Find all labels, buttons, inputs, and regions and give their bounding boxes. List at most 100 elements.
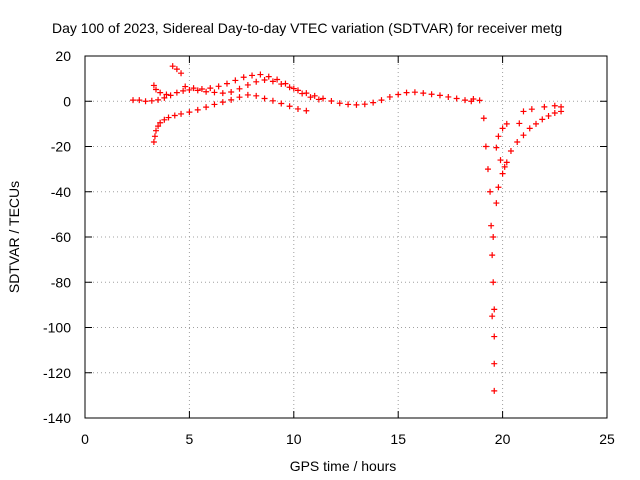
data-point-upper-track (190, 85, 197, 92)
data-point-lower-track (261, 95, 268, 102)
grid-layer (85, 56, 607, 418)
data-point-upper-track (163, 91, 170, 98)
data-point-late-track (491, 360, 498, 367)
data-point-lower-track (244, 91, 251, 98)
y-tick-label: -100 (43, 320, 71, 336)
data-point-upper-track (169, 63, 176, 70)
data-point-main-track (219, 90, 226, 97)
data-point-upper-track (299, 90, 306, 97)
data-point-main-track (203, 88, 210, 95)
data-point-lower-track (294, 105, 301, 112)
data-point-late-track (545, 112, 552, 119)
data-point-lower-track (150, 138, 157, 145)
data-point-main-track (161, 94, 168, 101)
data-point-upper-track (282, 80, 289, 87)
data-point-upper-track (223, 80, 230, 87)
chart-title: Day 100 of 2023, Sidereal Day-to-day VTE… (52, 20, 562, 36)
data-point-main-track (403, 89, 410, 96)
data-point-upper-track (257, 71, 264, 78)
data-point-main-track (186, 86, 193, 93)
data-point-main-track (311, 92, 318, 99)
y-tick-label: -20 (51, 139, 71, 155)
data-point-main-track (180, 87, 187, 94)
data-point-lower-track (157, 119, 164, 126)
data-point-upper-track (240, 74, 247, 81)
data-point-main-track (294, 87, 301, 94)
data-point-lower-track (194, 106, 201, 113)
y-tick-label: 20 (55, 48, 71, 64)
data-point-main-track (378, 97, 385, 104)
data-point-late-track (491, 333, 498, 340)
tick-layer: 0 5 10 15 20 25 20 0 -20 -40 -60 -80 -100 -120 -140 (43, 48, 615, 447)
data-point-upper-track (173, 66, 180, 73)
data-point-lower-track (203, 104, 210, 111)
data-point-upper-track (157, 89, 164, 96)
data-point-late-track (487, 188, 494, 195)
data-point-main-track (173, 89, 180, 96)
data-point-lower-track (303, 107, 310, 114)
data-point-late-track (488, 222, 495, 229)
data-point-main-track (462, 97, 469, 104)
data-point-late-track (520, 108, 527, 115)
data-point-main-track (244, 81, 251, 88)
data-point-main-track (336, 100, 343, 107)
y-tick-label: -80 (51, 274, 71, 290)
data-point-late-track (503, 159, 510, 166)
data-point-late-track (484, 166, 491, 173)
y-axis-label: SDTVAR / TECUs (6, 181, 22, 293)
x-axis-label: GPS time / hours (290, 458, 397, 474)
data-point-lower-track (211, 101, 218, 108)
data-point-lower-track (278, 100, 285, 107)
data-point-main-track (361, 101, 368, 108)
data-point-lower-track (155, 123, 162, 130)
data-point-late-track (495, 133, 502, 140)
data-point-lower-track (151, 133, 158, 140)
data-point-main-track (155, 96, 162, 103)
data-point-upper-track (178, 70, 185, 77)
data-point-upper-track (265, 73, 272, 80)
data-point-main-track (428, 91, 435, 98)
data-point-upper-track (290, 85, 297, 92)
y-tick-label: -40 (51, 184, 71, 200)
data-point-late-track (528, 106, 535, 113)
data-point-lower-track (152, 127, 159, 134)
data-point-main-track (228, 88, 235, 95)
data-point-late-track (490, 234, 497, 240)
data-point-upper-track (249, 72, 256, 79)
data-point-main-track (269, 78, 276, 85)
data-point-late-track (482, 143, 489, 150)
data-point-late-track (476, 97, 483, 104)
data-point-main-track (148, 97, 155, 104)
data-point-lower-track (161, 116, 168, 123)
data-point-late-track (533, 120, 540, 127)
data-point-late-track (501, 163, 508, 170)
data-point-late-track (539, 116, 546, 123)
data-point-main-track (211, 89, 218, 96)
data-point-lower-track (253, 92, 260, 99)
data-point-late-track (520, 132, 527, 139)
data-point-main-track (411, 89, 418, 96)
data-point-main-track (445, 93, 452, 100)
data-point-upper-track (315, 96, 322, 103)
data-point-main-track (370, 99, 377, 106)
data-point-lower-track (165, 114, 172, 121)
data-point-late-track (493, 200, 500, 207)
data-point-lower-track (186, 109, 193, 116)
data-point-late-track (491, 306, 498, 313)
data-point-upper-track (215, 83, 222, 90)
data-point-lower-track (286, 103, 293, 110)
y-tick-label: 0 (63, 93, 71, 109)
data-point-main-track (136, 97, 143, 104)
data-point-late-track (490, 279, 497, 286)
data-point-main-track (261, 76, 268, 83)
data-point-main-track (286, 84, 293, 91)
data-point-upper-track (198, 86, 205, 93)
data-point-upper-track (150, 82, 157, 89)
data-point-late-track (516, 120, 523, 127)
data-point-lower-track (219, 99, 226, 106)
data-point-main-track (453, 95, 460, 102)
data-point-upper-track (274, 76, 281, 83)
data-point-late-track (497, 157, 504, 164)
